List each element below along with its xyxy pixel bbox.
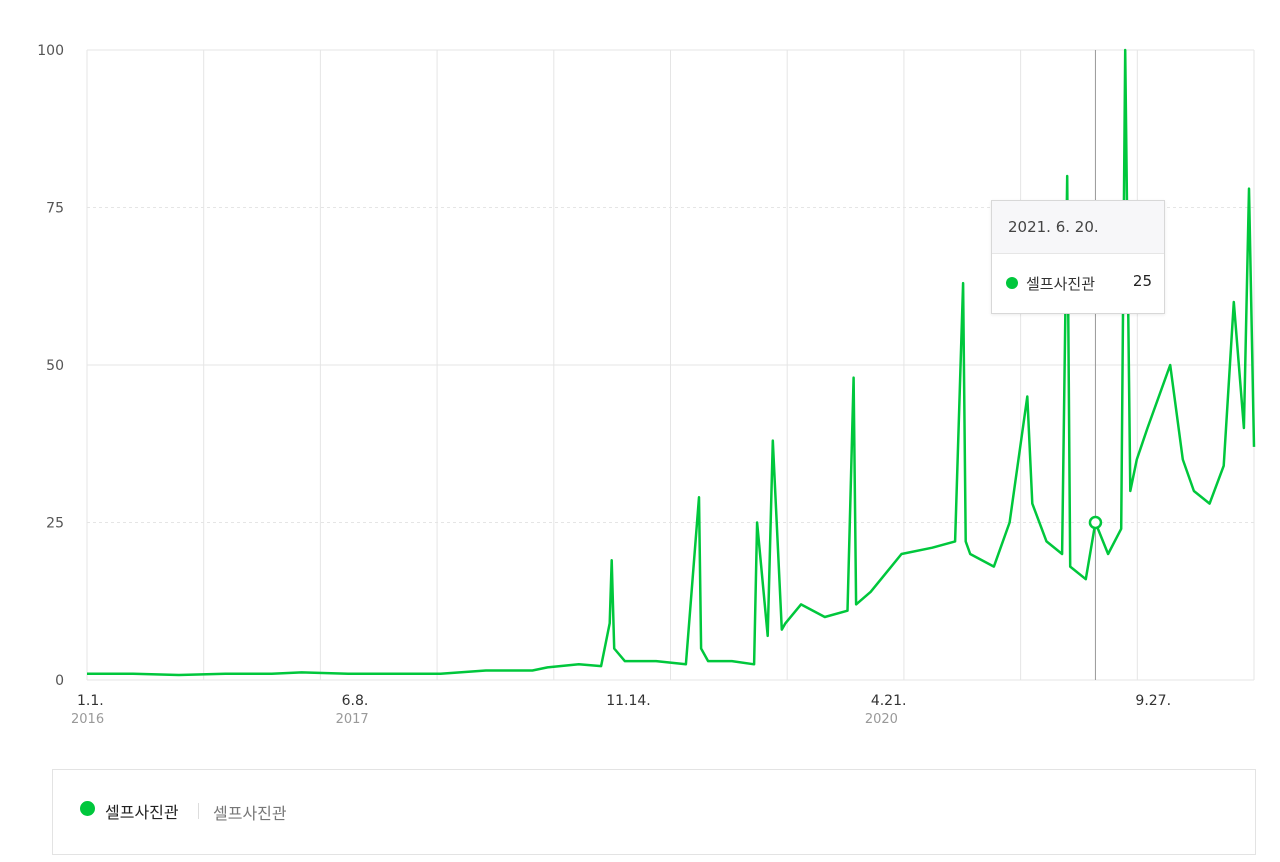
legend-series-name[interactable]: 셀프사진관 [105,803,179,822]
x-tick-label: 1.1. [77,693,104,709]
y-tick-label: 50 [46,358,64,374]
series-line [87,48,1256,677]
tooltip-value: 25 [1132,272,1152,290]
legend: 셀프사진관 셀프사진관 [52,769,1256,855]
x-tick-year-label: 2020 [865,712,898,727]
tooltip-series-dot-icon [1006,277,1018,289]
line-chart: 0 25 50 75 100 1.1. 2016 6.8. 2017 11.14. 4.21. 202… [37,43,1256,727]
legend-divider [198,803,199,819]
tooltip-series-name: 셀프사진관 [1026,275,1096,293]
legend-keyword: 셀프사진관 [213,804,287,823]
x-tick-year-label: 2017 [336,712,369,727]
legend-series-dot-icon [80,801,95,816]
y-tick-label: 25 [46,516,64,532]
x-tick-label: 11.14. [606,693,651,709]
y-tick-label: 75 [46,201,64,217]
tooltip-row: 셀프사진관 25 [992,254,1164,312]
x-tick-label: 9.27. [1135,693,1171,709]
x-tick-label: 6.8. [342,693,369,709]
x-tick-label: 4.21. [871,693,907,709]
y-tick-label: 0 [55,673,64,689]
y-tick-label: 100 [37,43,64,59]
x-tick-year-label: 2016 [71,712,104,727]
chart-tooltip: 2021. 6. 20. 셀프사진관 25 [991,200,1165,314]
highlight-point-marker [1088,515,1103,530]
tooltip-date: 2021. 6. 20. [992,201,1164,254]
